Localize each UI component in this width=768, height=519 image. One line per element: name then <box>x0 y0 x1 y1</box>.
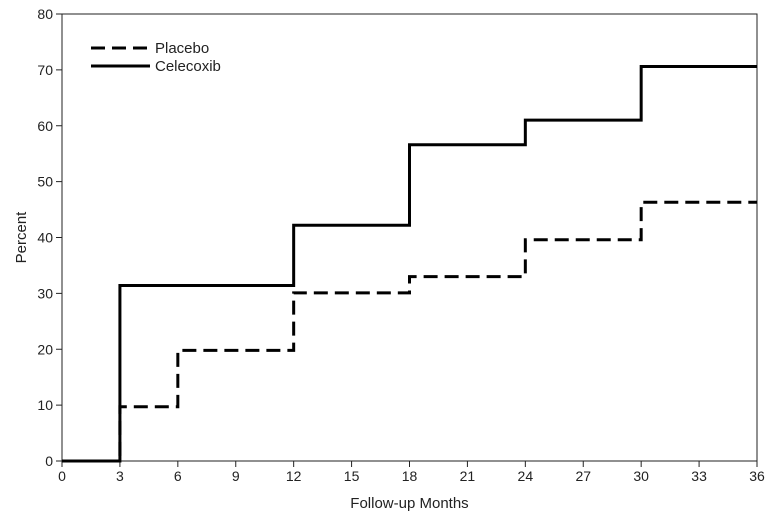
series-line-celecoxib <box>62 65 757 463</box>
y-tick-label: 10 <box>37 397 53 413</box>
y-tick-label: 0 <box>45 453 53 469</box>
x-axis-title: Follow-up Months <box>350 495 468 512</box>
x-tick-label: 15 <box>344 468 360 484</box>
y-axis-title: Percent <box>13 211 30 264</box>
legend-label-placebo: Placebo <box>155 40 209 57</box>
plot-area <box>61 13 758 462</box>
y-axis: 0 10 20 30 40 50 60 70 80 <box>37 6 62 469</box>
x-tick-label: 18 <box>402 468 418 484</box>
x-tick-label: 33 <box>691 468 707 484</box>
x-tick-label: 0 <box>58 468 66 484</box>
y-tick-label: 60 <box>37 118 53 134</box>
x-tick-label: 6 <box>174 468 182 484</box>
y-tick-label: 80 <box>37 6 53 22</box>
y-tick-label: 20 <box>37 341 53 357</box>
y-tick-label: 30 <box>37 285 53 301</box>
x-tick-label: 36 <box>749 468 765 484</box>
y-tick-label: 40 <box>37 230 53 246</box>
legend-label-celecoxib: Celecoxib <box>155 58 221 75</box>
series-layer <box>62 65 757 463</box>
y-tick-label: 50 <box>37 174 53 190</box>
x-tick-label: 12 <box>286 468 302 484</box>
x-tick-label: 3 <box>116 468 124 484</box>
plot-frame <box>61 13 758 462</box>
series-line-placebo <box>62 200 757 463</box>
x-tick-label: 27 <box>575 468 591 484</box>
x-tick-label: 24 <box>518 468 534 484</box>
x-tick-label: 9 <box>232 468 240 484</box>
x-tick-label: 21 <box>460 468 476 484</box>
x-tick-label: 30 <box>633 468 649 484</box>
x-axis: 0 3 6 9 12 15 18 21 24 27 30 33 36 <box>58 461 765 484</box>
y-tick-label: 70 <box>37 62 53 78</box>
